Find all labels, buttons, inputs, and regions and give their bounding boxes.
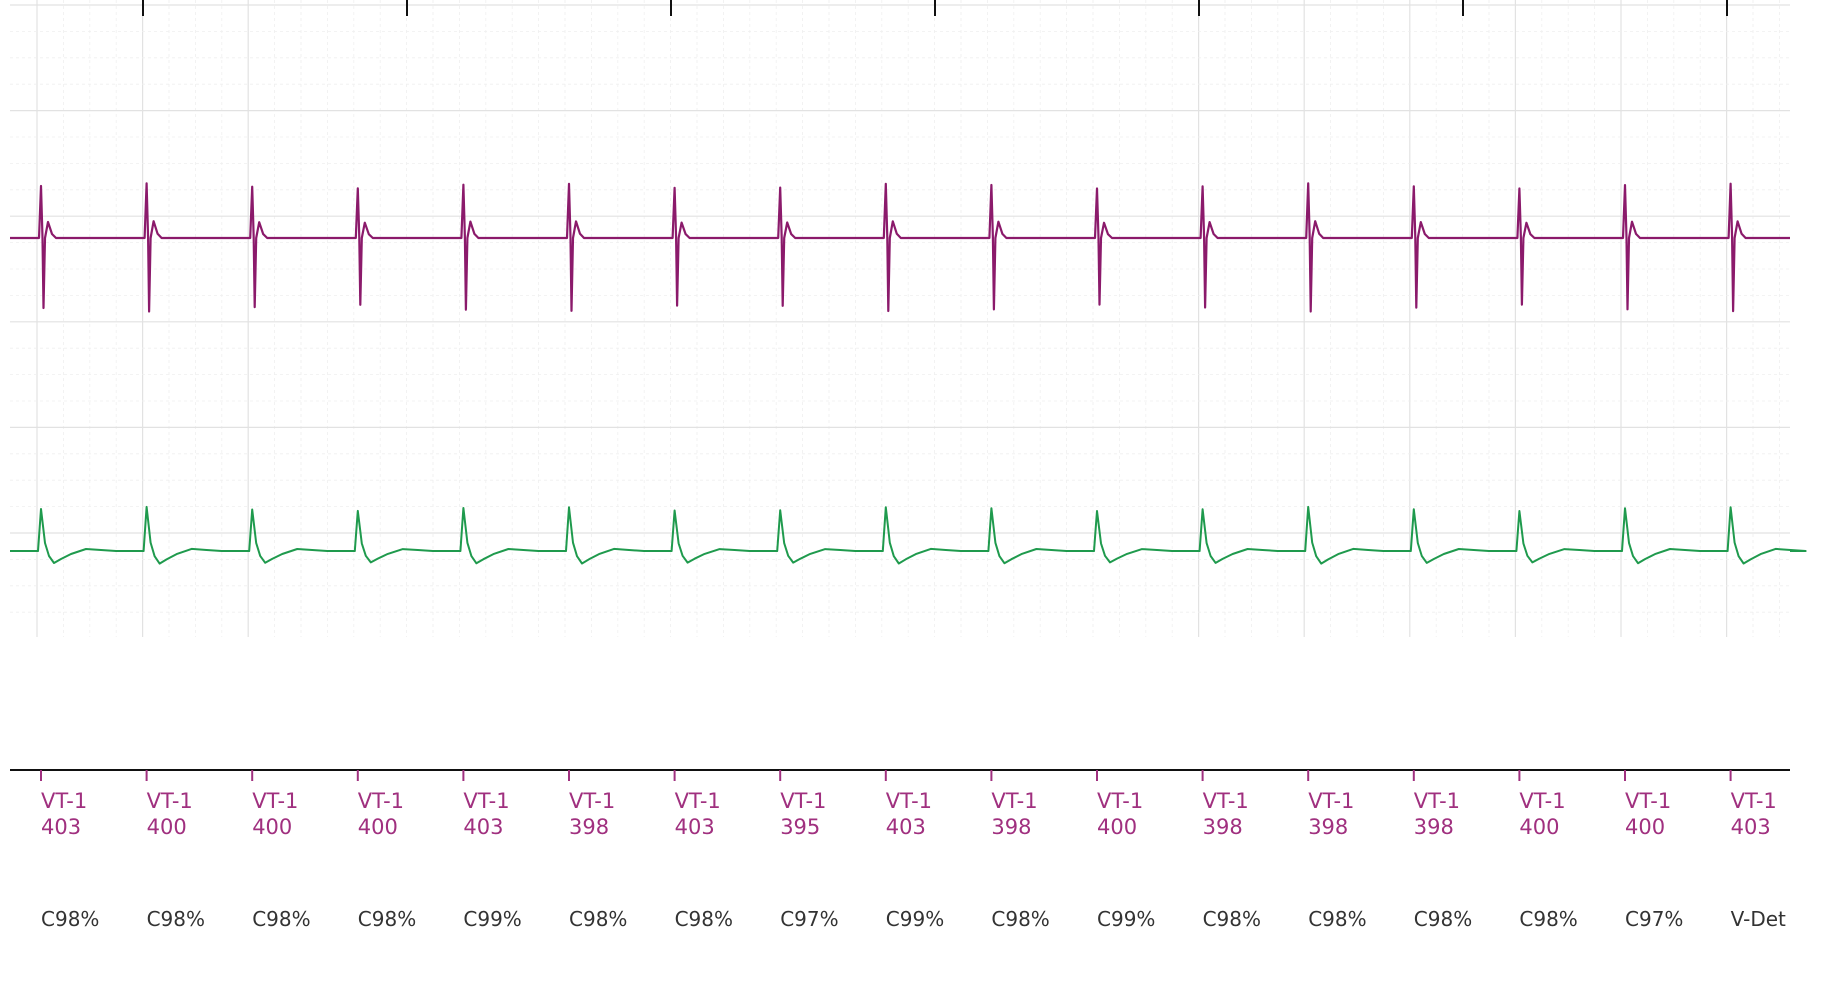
marker-zone-label: VT-1 xyxy=(991,789,1037,813)
correlation-label: C99% xyxy=(1097,907,1155,931)
marker-zone-label: VT-1 xyxy=(463,789,509,813)
marker-interval-label: 400 xyxy=(358,815,398,839)
correlation-label: C99% xyxy=(886,907,944,931)
marker-interval-label: 398 xyxy=(991,815,1031,839)
marker-zone-label: VT-1 xyxy=(252,789,298,813)
marker-zone-label: VT-1 xyxy=(41,789,87,813)
marker-interval-label: 400 xyxy=(1519,815,1559,839)
egm-trace-channel-2 xyxy=(10,505,1807,565)
marker-zone-label: VT-1 xyxy=(675,789,721,813)
correlation-row: C98% C98% C98% C98% C99% C98% C98% C97% C99% C98%… xyxy=(41,907,1786,931)
marker-interval-label: 403 xyxy=(675,815,715,839)
marker-zone-label: VT-1 xyxy=(780,789,826,813)
correlation-label: C98% xyxy=(147,907,205,931)
egm-trace-channel-1 xyxy=(10,182,1790,313)
correlation-label: C97% xyxy=(780,907,838,931)
marker-zone-label: VT-1 xyxy=(1414,789,1460,813)
marker-interval-label: 398 xyxy=(1414,815,1454,839)
marker-interval-label: 400 xyxy=(1625,815,1665,839)
marker-interval-label: 398 xyxy=(1308,815,1348,839)
correlation-label: C98% xyxy=(675,907,733,931)
marker-zone-label: VT-1 xyxy=(358,789,404,813)
grid xyxy=(10,0,1790,637)
marker-zone-label: VT-1 xyxy=(1097,789,1143,813)
correlation-label: C98% xyxy=(991,907,1049,931)
correlation-label: V-Det xyxy=(1731,907,1786,931)
correlation-label: C98% xyxy=(41,907,99,931)
correlation-label: C98% xyxy=(1414,907,1472,931)
marker-interval-label: 395 xyxy=(780,815,820,839)
marker-channel: VT-1403VT-1400VT-1400VT-1400VT-1403VT-13… xyxy=(40,770,1777,839)
time-ticks xyxy=(142,0,1728,16)
marker-interval-label: 403 xyxy=(41,815,81,839)
marker-zone-label: VT-1 xyxy=(1203,789,1249,813)
correlation-label: C98% xyxy=(569,907,627,931)
correlation-label: C99% xyxy=(463,907,521,931)
marker-zone-label: VT-1 xyxy=(1731,789,1777,813)
marker-interval-label: 403 xyxy=(1731,815,1771,839)
marker-zone-label: VT-1 xyxy=(1519,789,1565,813)
correlation-label: C98% xyxy=(358,907,416,931)
correlation-label: C98% xyxy=(252,907,310,931)
marker-interval-label: 400 xyxy=(1097,815,1137,839)
marker-zone-label: VT-1 xyxy=(886,789,932,813)
marker-interval-label: 403 xyxy=(463,815,503,839)
marker-interval-label: 403 xyxy=(886,815,926,839)
marker-interval-label: 398 xyxy=(569,815,609,839)
marker-interval-label: 400 xyxy=(147,815,187,839)
marker-interval-label: 398 xyxy=(1203,815,1243,839)
correlation-label: C98% xyxy=(1308,907,1366,931)
marker-zone-label: VT-1 xyxy=(1308,789,1354,813)
marker-zone-label: VT-1 xyxy=(1625,789,1671,813)
marker-zone-label: VT-1 xyxy=(147,789,193,813)
correlation-label: C97% xyxy=(1625,907,1683,931)
marker-zone-label: VT-1 xyxy=(569,789,615,813)
correlation-label: C98% xyxy=(1203,907,1261,931)
marker-interval-label: 400 xyxy=(252,815,292,839)
correlation-label: C98% xyxy=(1519,907,1577,931)
